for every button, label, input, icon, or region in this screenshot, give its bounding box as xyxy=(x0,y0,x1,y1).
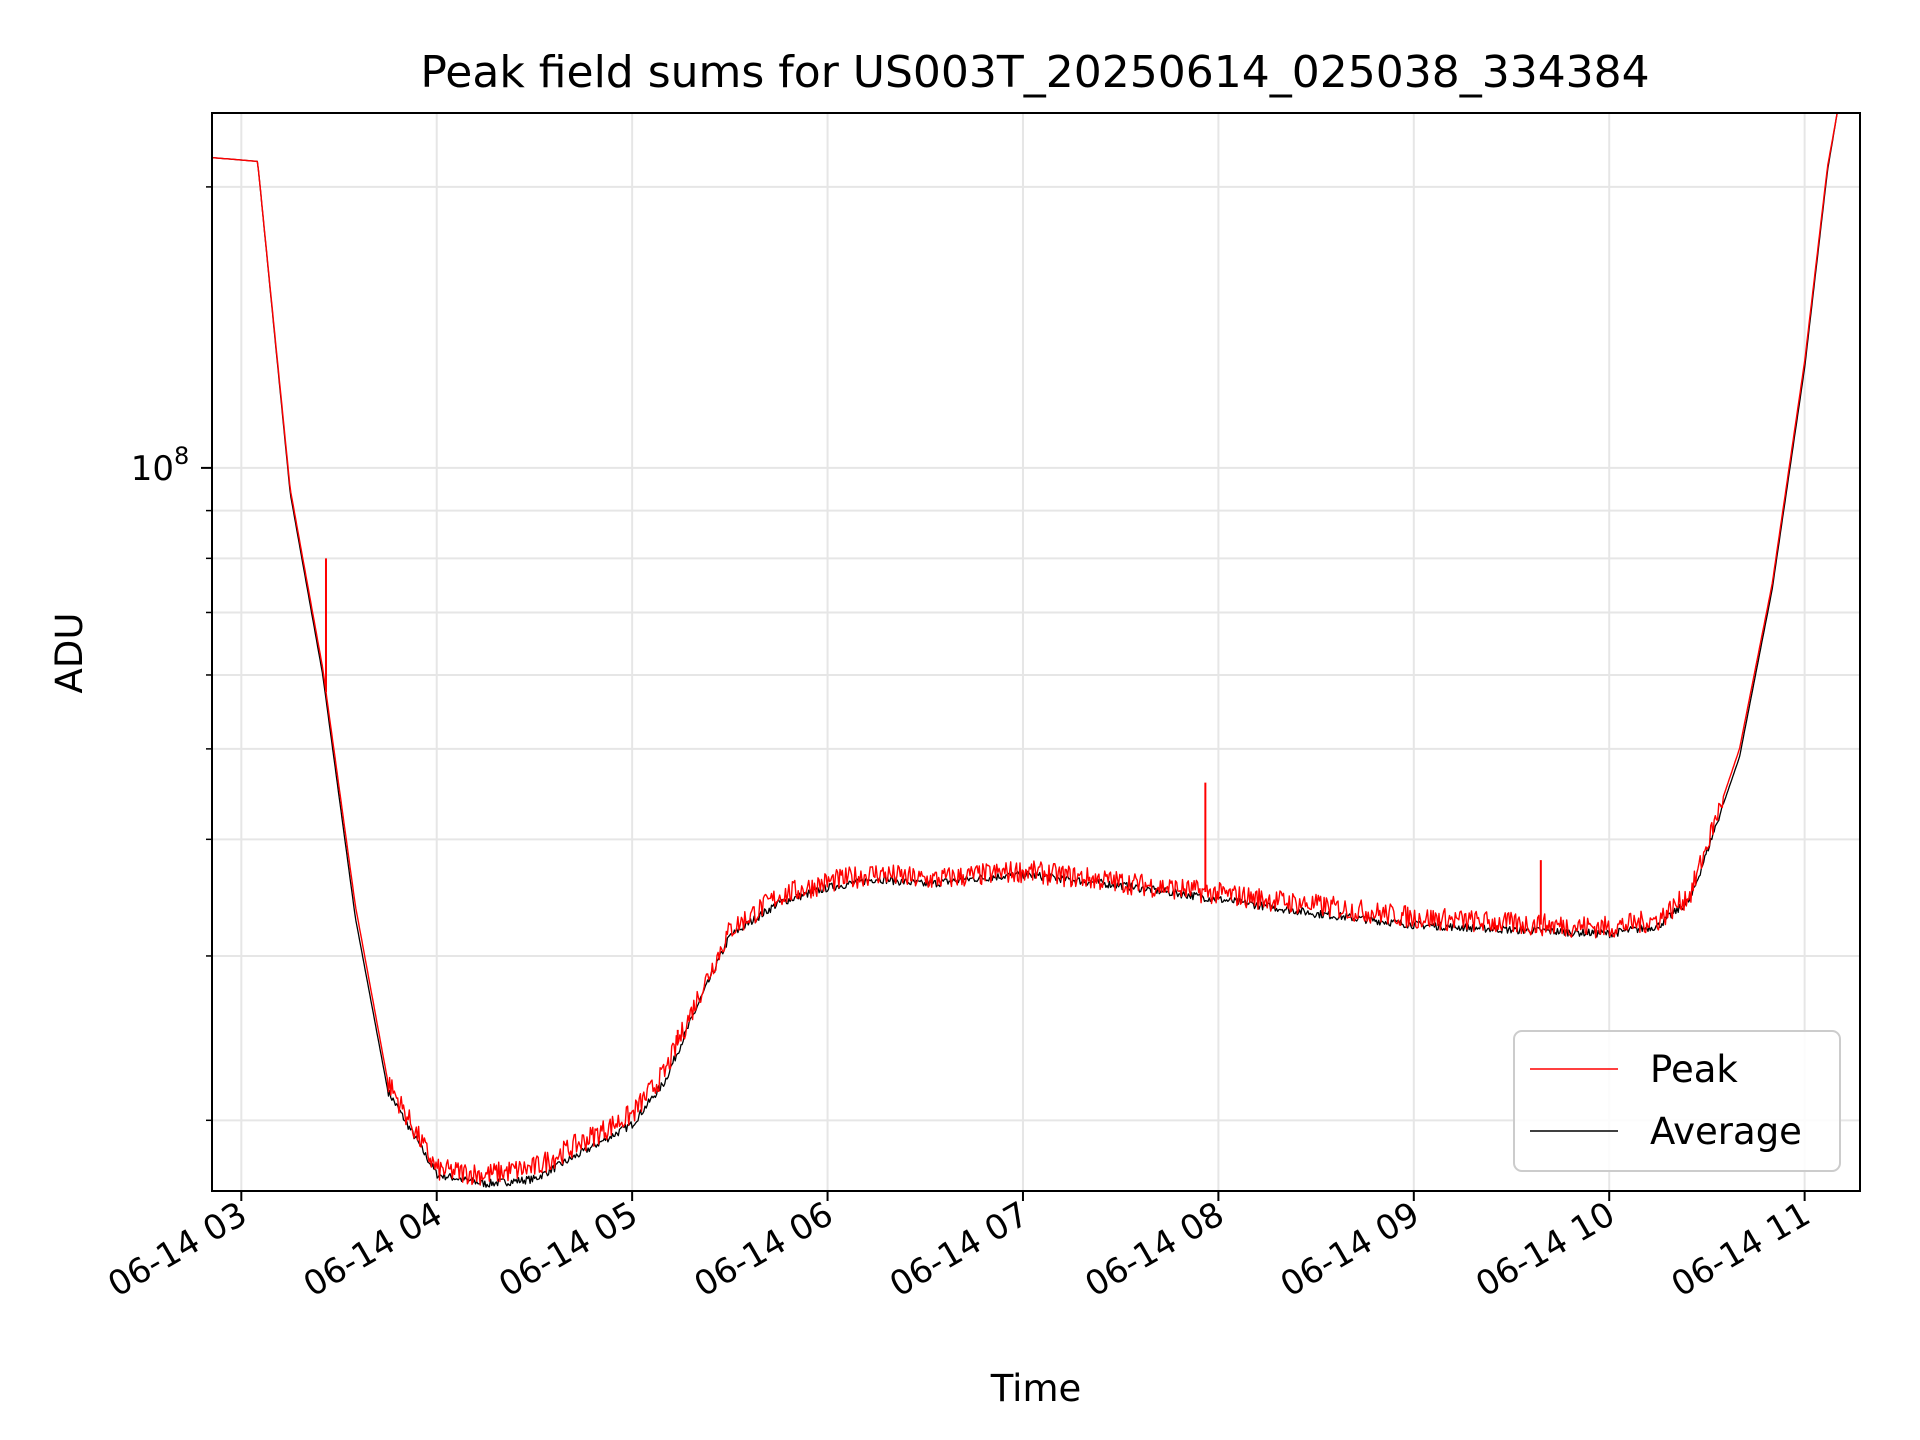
legend: Peak Average xyxy=(1513,1030,1841,1172)
y-tick-label-exponent: 8 xyxy=(174,442,189,470)
y-tick-label: 108 xyxy=(131,442,190,489)
plot-lines xyxy=(211,112,1838,1188)
x-axis-label: Time xyxy=(990,1367,1082,1410)
legend-label-peak: Peak xyxy=(1650,1048,1738,1091)
grid xyxy=(212,113,1860,1191)
chart-title: Peak field sums for US003T_20250614_0250… xyxy=(420,47,1649,98)
legend-label-average: Average xyxy=(1650,1110,1802,1153)
y-ticks: 108 xyxy=(131,186,212,1122)
legend-box xyxy=(1513,1030,1841,1172)
series-line-peak xyxy=(211,112,1838,1186)
y-axis-label: ADU xyxy=(48,613,91,694)
y-tick-label-base: 10 xyxy=(131,449,174,489)
plot-frame xyxy=(211,112,1861,1192)
